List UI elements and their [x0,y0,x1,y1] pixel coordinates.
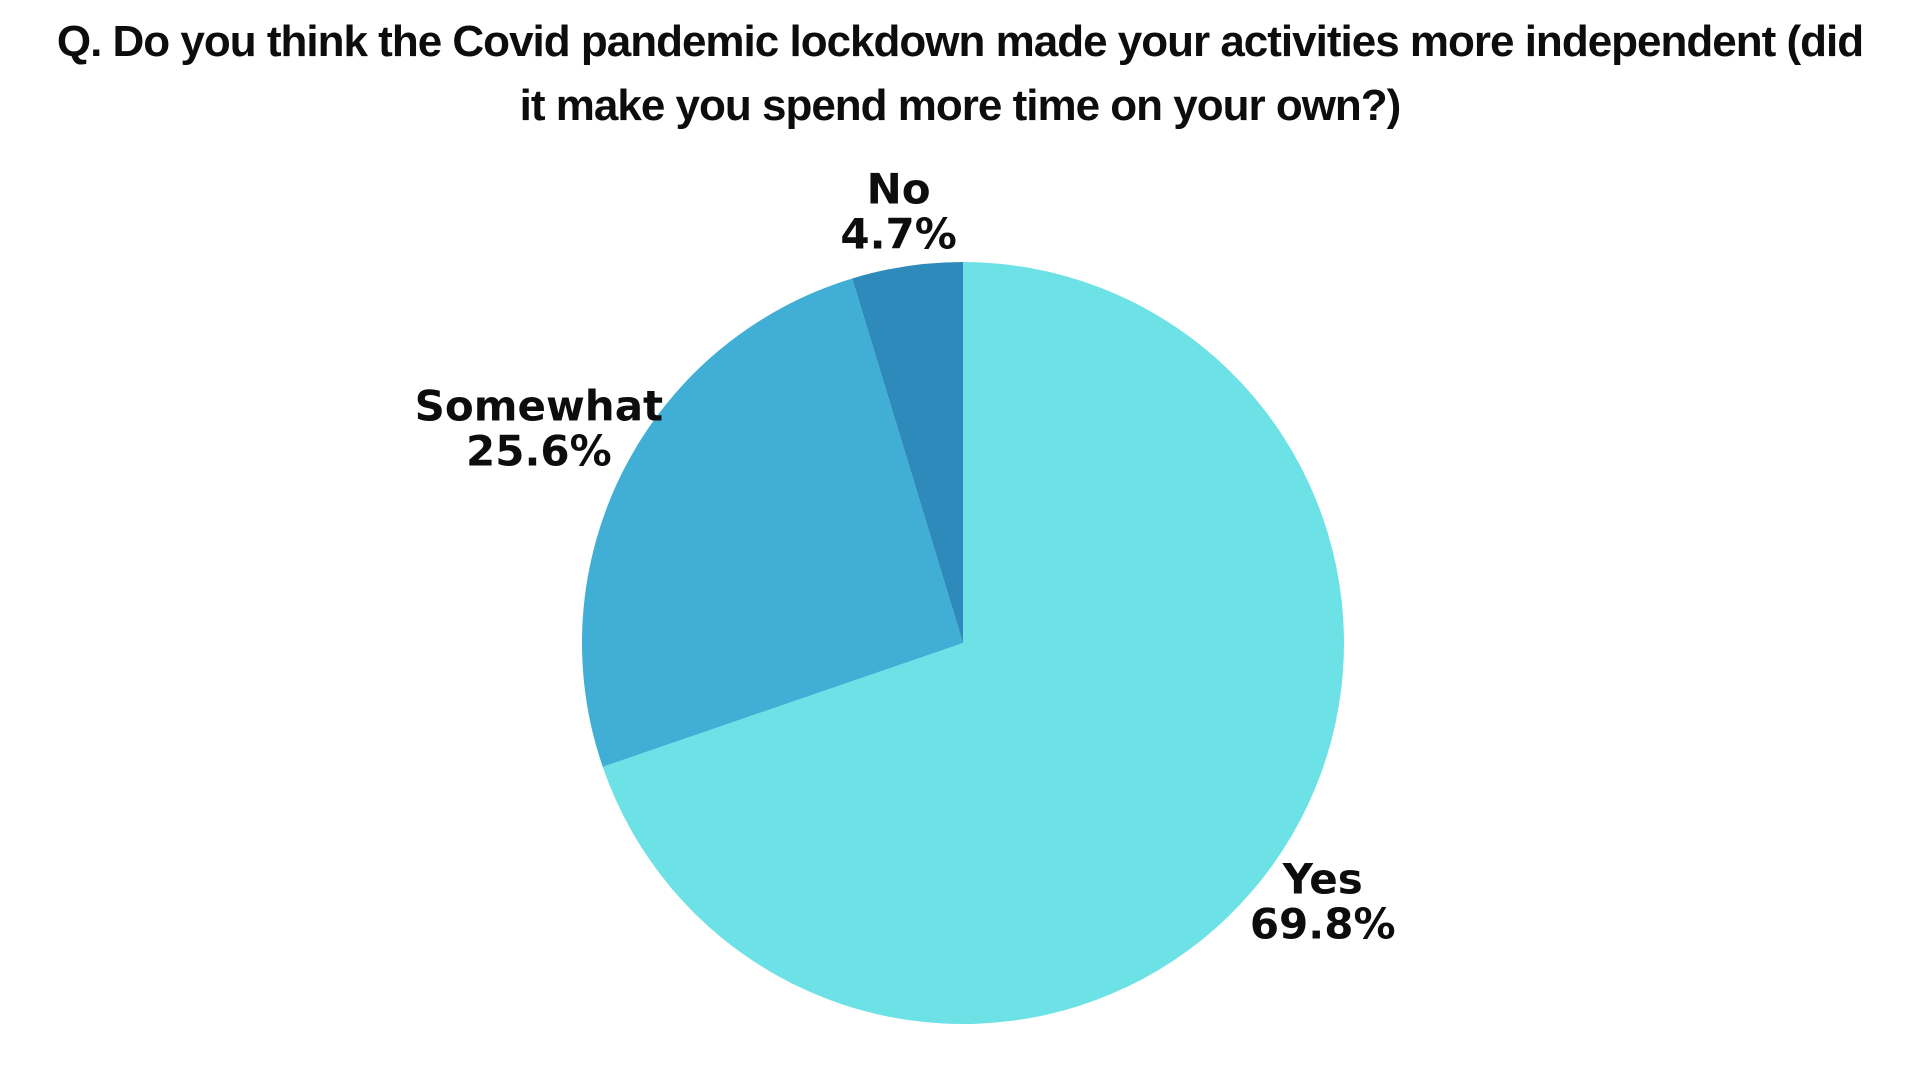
pie-slice-yes [602,262,1344,1024]
slice-label-somewhat: Somewhat 25.6% [415,381,663,475]
pie-slice-no [852,262,963,643]
slice-label-no: No 4.7% [840,165,956,259]
chart-title-line-2: it make you spend more time on your own?… [519,81,1402,130]
pie-slice-somewhat [581,278,963,767]
chart-title: Q. Do you think the Covid pandemic lockd… [0,10,1920,138]
chart-title-line-1: Q. Do you think the Covid pandemic lockd… [56,17,1864,66]
slice-label-yes: Yes 69.8% [1250,855,1396,949]
